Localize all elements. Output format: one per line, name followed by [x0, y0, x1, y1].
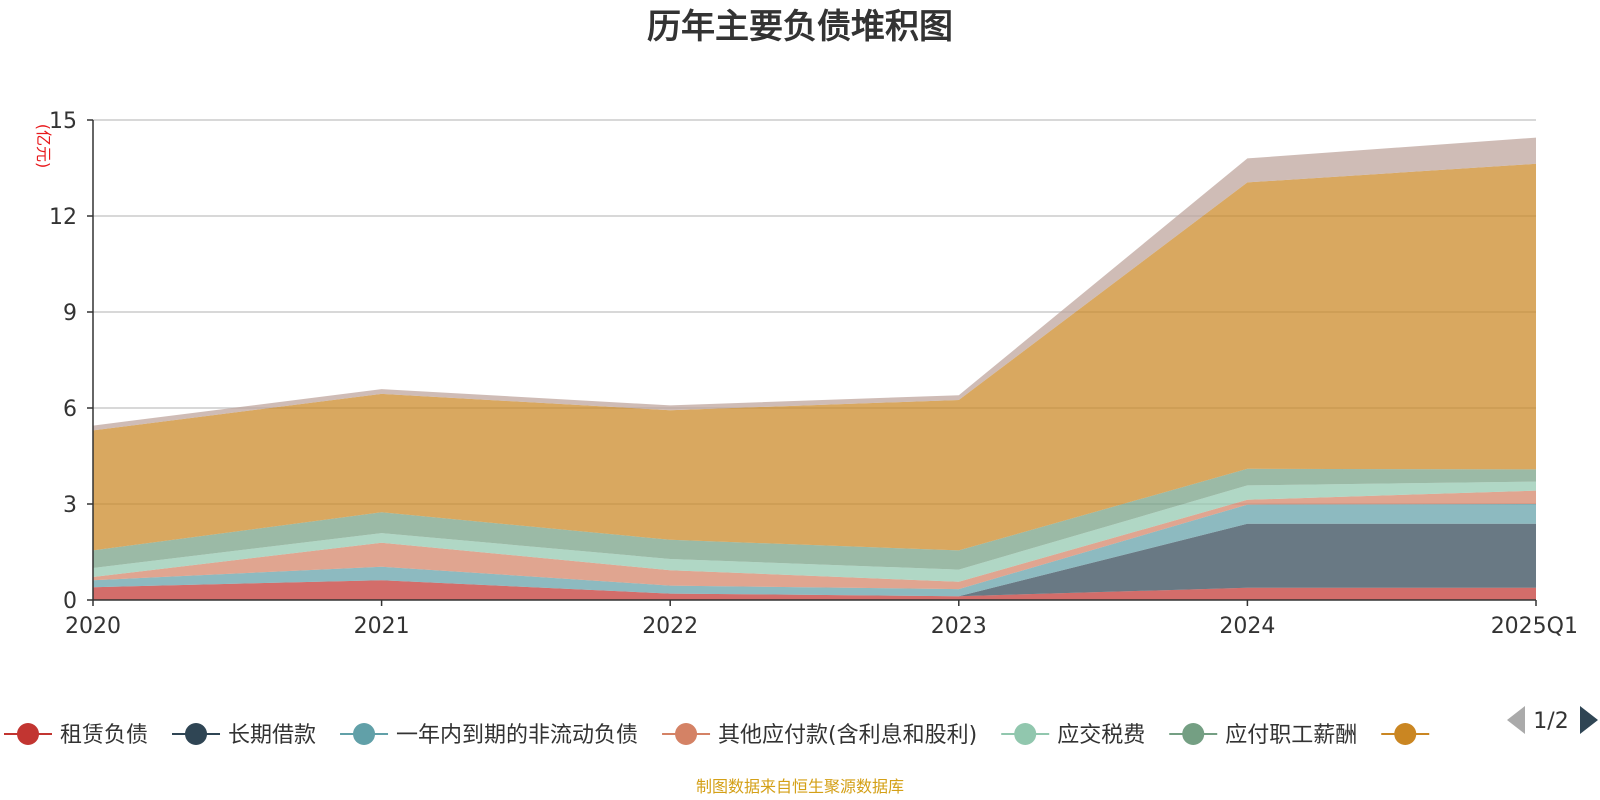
area-series — [93, 137, 1536, 600]
area-series-6 — [93, 468, 1536, 570]
legend: 租赁负债 长期借款 一年内到期的非流动负债 其他应付款(含利息和股利) 应交税费 应付职工… — [4, 723, 1430, 748]
legend-item-7 — [1381, 723, 1430, 745]
x-tick-label: 2024 — [1219, 614, 1275, 639]
legend-item-4: 其他应付款(含利息和股利) — [662, 723, 977, 748]
legend-item-5: 应交税费 — [1001, 723, 1145, 748]
y-tick-label: 6 — [63, 397, 77, 422]
area-series-3 — [93, 504, 1536, 597]
legend-label: 长期借款 — [228, 723, 316, 748]
legend-marker — [185, 723, 208, 745]
legend-marker — [675, 723, 698, 745]
legend-item-2: 长期借款 — [172, 723, 316, 748]
x-tick-label: 2020 — [65, 614, 121, 639]
legend-next-page-icon[interactable] — [1580, 706, 1598, 734]
legend-label: 应交税费 — [1057, 723, 1145, 748]
legend-item-1: 租赁负债 — [4, 723, 148, 748]
legend-prev-page-icon[interactable] — [1507, 706, 1525, 734]
y-tick-label: 12 — [49, 205, 77, 230]
y-tick-label: 3 — [63, 493, 77, 518]
y-tick-label: 0 — [63, 589, 77, 614]
legend-marker — [1014, 723, 1037, 745]
legend-marker — [17, 723, 39, 745]
legend-label: 应付职工薪酬 — [1225, 723, 1357, 748]
area-series-5 — [93, 481, 1536, 582]
x-tick-label: 2023 — [931, 614, 987, 639]
x-tick-label: 2025Q1 — [1491, 614, 1578, 639]
source-note: 制图数据来自恒生聚源数据库 — [696, 777, 904, 796]
legend-item-3: 一年内到期的非流动负债 — [340, 723, 638, 748]
y-axis-unit-label: (亿元) — [34, 124, 53, 169]
y-tick-label: 15 — [49, 109, 77, 134]
area-series-8 — [93, 137, 1536, 431]
axes: 2020 2021 2022 2023 2024 2025Q1 — [65, 119, 1578, 639]
chart-title: 历年主要负债堆积图 — [647, 7, 953, 47]
legend-marker — [1182, 723, 1205, 745]
y-tick-label: 9 — [63, 301, 77, 326]
x-tick-label: 2021 — [354, 614, 410, 639]
legend-item-6: 应付职工薪酬 — [1169, 723, 1357, 748]
legend-pager: 1/2 — [1507, 706, 1598, 734]
area-series-2 — [93, 523, 1536, 597]
legend-label: 一年内到期的非流动负债 — [396, 723, 638, 748]
legend-label: 租赁负债 — [60, 723, 148, 748]
area-series-4 — [93, 490, 1536, 590]
area-series-1 — [93, 580, 1536, 600]
legend-marker — [1394, 723, 1417, 745]
legend-label: 其他应付款(含利息和股利) — [718, 723, 977, 748]
area-series-7 — [93, 163, 1536, 551]
legend-page-indicator: 1/2 — [1533, 709, 1568, 734]
legend-marker — [353, 723, 376, 745]
x-tick-label: 2022 — [642, 614, 698, 639]
